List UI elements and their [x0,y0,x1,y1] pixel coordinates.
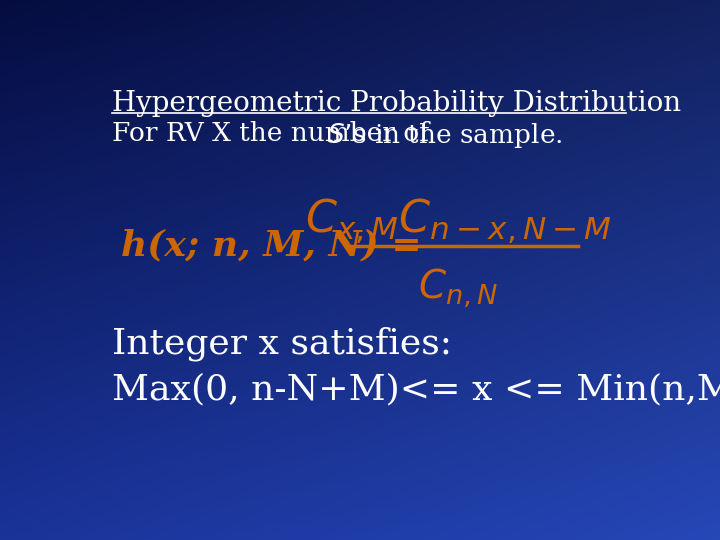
Text: $C_{n,N}$: $C_{n,N}$ [418,266,498,309]
Text: $C_{x,M}C_{n-x,N-M}$: $C_{x,M}C_{n-x,N-M}$ [305,196,611,246]
Text: $\mathit{S}$’s in the sample.: $\mathit{S}$’s in the sample. [327,121,562,150]
Text: Max(0, n-N+M)<= x <= Min(n,M): Max(0, n-N+M)<= x <= Min(n,M) [112,373,720,407]
Text: For RV X the number of: For RV X the number of [112,121,438,146]
Text: h(x; n, M, N) =: h(x; n, M, N) = [121,228,434,262]
Text: Hypergeometric Probability Distribution: Hypergeometric Probability Distribution [112,90,681,117]
Text: Integer x satisfies:: Integer x satisfies: [112,327,452,361]
